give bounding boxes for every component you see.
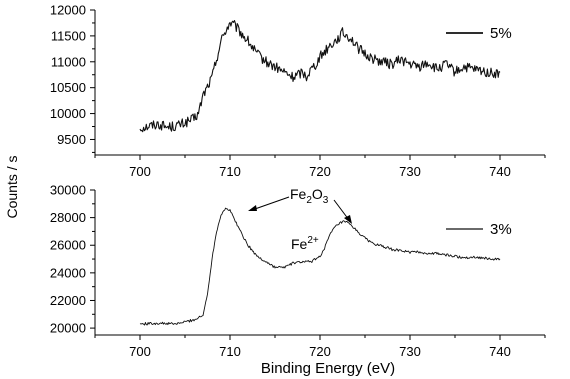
fe2-annotation: Fe2+ xyxy=(291,235,319,252)
top-y-tick-label: 10500 xyxy=(50,80,86,95)
fe2o3-arrow-left xyxy=(251,196,290,211)
legend-top-label: 5% xyxy=(490,25,512,42)
fe2o3-annotation: Fe2O3 xyxy=(248,186,352,224)
top-y-tick-label: 11500 xyxy=(51,28,86,43)
top-series-line xyxy=(139,19,501,133)
top-y-tick-label: 12000 xyxy=(50,3,86,18)
top-x-tick-label: 700 xyxy=(129,164,151,179)
legend-top: 5% xyxy=(446,25,512,42)
legend-bottom: 3% xyxy=(446,221,512,238)
bottom-x-tick-label: 740 xyxy=(489,344,511,359)
top-x-tick-label: 740 xyxy=(489,164,511,179)
bottom-y-tick-label: 28000 xyxy=(50,210,86,225)
top-y-tick-label: 9500 xyxy=(57,132,86,147)
top-x-tick-label: 710 xyxy=(219,164,241,179)
bottom-panel: 700 710 720 730 740 20000 22000 24000 26000 28000… xyxy=(50,183,546,359)
top-x-tick-label: 720 xyxy=(309,164,331,179)
bottom-y-tick-label: 20000 xyxy=(50,321,86,336)
fe2o3-arrowhead-left xyxy=(248,205,257,211)
fe2-label: Fe2+ xyxy=(291,235,319,252)
bottom-y-tick-label: 30000 xyxy=(50,183,86,198)
x-axis-title: Binding Energy (eV) xyxy=(261,360,395,377)
fe2o3-arrow-right xyxy=(333,199,350,221)
top-y-tick-label: 11000 xyxy=(51,54,86,69)
top-y-tick-label: 10000 xyxy=(50,106,86,121)
fe2o3-label: Fe2O3 xyxy=(290,186,329,206)
bottom-x-tick-label: 710 xyxy=(219,344,241,359)
legend-bottom-label: 3% xyxy=(490,221,512,238)
bottom-x-tick-label: 700 xyxy=(129,344,151,359)
bottom-x-tick-label: 730 xyxy=(399,344,421,359)
bottom-y-tick-label: 26000 xyxy=(50,238,86,253)
bottom-y-tick-label: 24000 xyxy=(50,265,86,280)
top-x-tick-label: 730 xyxy=(399,164,421,179)
y-axis-title: Counts / s xyxy=(4,155,20,218)
top-panel: 700 710 720 730 740 9500 10000 10500 11000 11500 1… xyxy=(50,3,546,179)
bottom-y-tick-label: 22000 xyxy=(50,293,86,308)
fe2o3-arrowhead-right xyxy=(344,215,352,224)
bottom-series-line xyxy=(139,207,501,326)
bottom-x-tick-label: 720 xyxy=(309,344,331,359)
